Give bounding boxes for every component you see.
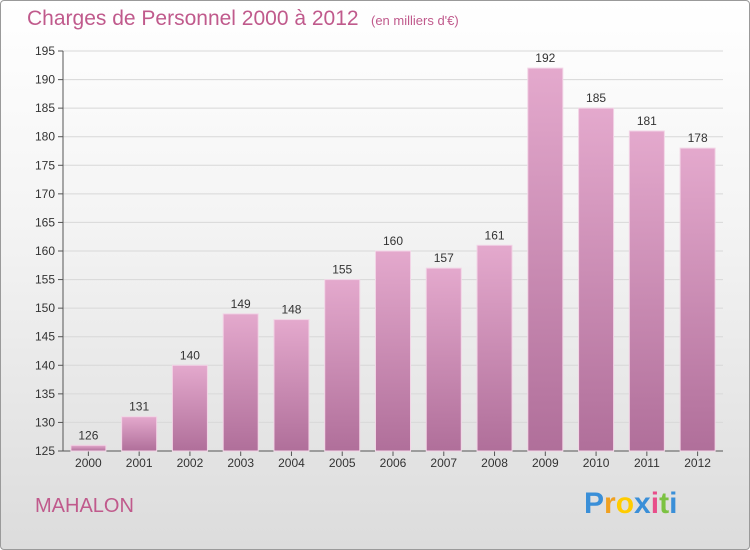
- bar-layer: [70, 67, 716, 452]
- x-tick-label: 2002: [177, 456, 204, 470]
- proxiti-logo: Proxiti: [584, 487, 677, 521]
- y-tick-label: 180: [35, 130, 55, 144]
- y-tick-label: 165: [35, 215, 55, 229]
- y-tick-label: 150: [35, 301, 55, 315]
- bar: [578, 107, 615, 452]
- y-tick-label: 155: [35, 273, 55, 287]
- x-tick-label: 2007: [430, 456, 457, 470]
- logo-letter: r: [604, 487, 616, 520]
- label-layer: 126 131 140 149 148 155 160 157 161 192 185 181 178: [78, 51, 708, 442]
- y-tick-label: 130: [35, 415, 55, 429]
- y-tick-label: 160: [35, 244, 55, 258]
- data-label: 181: [637, 114, 657, 128]
- data-label: 140: [180, 348, 200, 362]
- data-label: 160: [383, 234, 403, 248]
- data-label: 161: [485, 228, 505, 242]
- y-tick-label: 170: [35, 187, 55, 201]
- logo-letter: o: [615, 487, 635, 520]
- chart-subtitle: (en milliers d'€): [371, 13, 459, 28]
- x-tick-label: 2005: [329, 456, 356, 470]
- commune-name: MAHALON: [35, 495, 134, 517]
- bar: [121, 416, 158, 452]
- y-tick-label: 135: [35, 387, 55, 401]
- x-tick-label: 2008: [481, 456, 508, 470]
- bar: [273, 319, 310, 452]
- logo-letter: i: [669, 487, 678, 520]
- x-tick-label: 2006: [380, 456, 407, 470]
- x-tick-label: 2012: [684, 456, 711, 470]
- chart-title: Charges de Personnel 2000 à 2012: [27, 7, 359, 30]
- bar: [628, 130, 665, 452]
- bar: [679, 147, 716, 452]
- logo-letter: t: [659, 487, 670, 520]
- bar: [171, 364, 208, 452]
- data-label: 178: [688, 131, 708, 145]
- data-label: 185: [586, 91, 606, 105]
- data-label: 149: [231, 297, 251, 311]
- logo-letter: P: [584, 487, 605, 520]
- data-label: 131: [129, 400, 149, 414]
- logo-letter: x: [634, 487, 651, 520]
- bar: [324, 279, 361, 452]
- data-label: 126: [78, 428, 98, 442]
- y-tick-label: 145: [35, 330, 55, 344]
- bar: [70, 444, 107, 452]
- x-tick-label: 2004: [278, 456, 305, 470]
- y-tick-label: 195: [35, 44, 55, 58]
- x-tick-label: 2001: [126, 456, 153, 470]
- data-label: 148: [281, 303, 301, 317]
- bar: [476, 244, 513, 452]
- bar: [425, 267, 462, 452]
- x-tick-label: 2009: [532, 456, 559, 470]
- logo-letter: i: [650, 487, 660, 520]
- data-label: 155: [332, 263, 352, 277]
- y-tick-label: 175: [35, 158, 55, 172]
- data-label: 157: [434, 251, 454, 265]
- x-tick-label: 2011: [634, 456, 660, 470]
- y-tick-label: 185: [35, 101, 55, 115]
- data-label: 192: [535, 51, 555, 65]
- x-tick-label: 2000: [75, 456, 102, 470]
- y-tick-label: 190: [35, 73, 55, 87]
- x-tick-label: 2010: [583, 456, 610, 470]
- x-tick-label: 2003: [227, 456, 254, 470]
- bar: [222, 313, 259, 452]
- bar: [375, 250, 411, 452]
- y-tick-label: 125: [35, 444, 55, 458]
- bar: [527, 67, 564, 452]
- y-tick-label: 140: [35, 358, 55, 372]
